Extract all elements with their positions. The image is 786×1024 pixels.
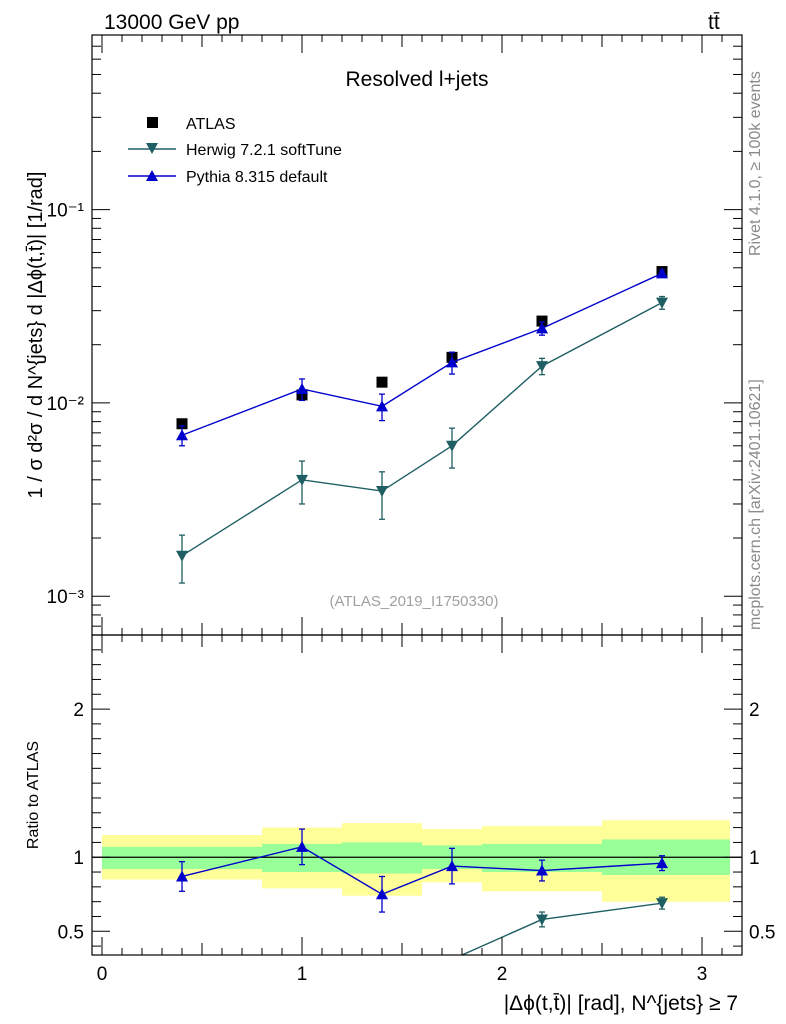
pythia-point <box>446 356 458 368</box>
ratio-inner-band <box>342 842 422 874</box>
herwig-point <box>376 486 388 498</box>
legend: ATLAS Herwig 7.2.1 softTune Pythia 8.315… <box>128 116 342 186</box>
ratio-ytick-label-right: 2 <box>749 700 760 721</box>
pythia-point <box>656 267 668 279</box>
herwig-point <box>656 297 668 309</box>
pythia-line <box>181 272 663 436</box>
legend-marker-herwig <box>146 143 158 154</box>
ratio-xtick-label: 0 <box>97 964 108 985</box>
ratio-pythia-point <box>656 857 668 869</box>
pythia-point <box>376 400 388 412</box>
ratio-inner-band <box>102 846 262 870</box>
ratio-ytick-label-right: 0.5 <box>749 922 775 943</box>
herwig-point <box>536 361 548 373</box>
herwig-point <box>176 550 188 562</box>
energy-label: 13000 GeV pp <box>104 11 239 34</box>
ratio-ylabel: Ratio to ATLAS <box>25 741 42 849</box>
pythia-point <box>176 429 188 441</box>
ratio-xtick-labels: 0 1 2 3 <box>97 964 708 985</box>
herwig-point <box>446 440 458 452</box>
watermark: (ATLAS_2019_I1750330) <box>329 593 498 610</box>
atlas-point <box>536 315 548 327</box>
pythia-point <box>296 382 308 394</box>
ratio-panel: 0.5 1 2 0.5 1 2 0 1 2 3 Ratio to ATLAS |… <box>25 634 776 1015</box>
ratio-pythia-point <box>446 860 458 872</box>
main-ytick-label: 10⁻² <box>47 394 85 415</box>
legend-label-herwig: Herwig 7.2.1 softTune <box>186 142 342 159</box>
ratio-ytick-label-right: 1 <box>749 848 760 869</box>
source-label: mcplots.cern.ch [arXiv:2401.10621] <box>747 379 764 630</box>
ratio-xtick-label: 3 <box>697 964 708 985</box>
ratio-frame <box>91 634 743 956</box>
main-data <box>176 266 668 584</box>
ratio-xlabel: |Δϕ(t,t̄)| [rad], N^{jets} ≥ 7 <box>504 992 738 1015</box>
ratio-ytick-label-left: 0.5 <box>58 922 84 943</box>
main-ytick-label: 10⁻¹ <box>47 201 85 222</box>
legend-label-pythia: Pythia 8.315 default <box>186 169 328 186</box>
ratio-pythia-line <box>181 846 663 896</box>
ratio-herwig-line <box>460 902 663 955</box>
rivet-label: Rivet 4.1.0, ≥ 100k events <box>747 71 764 256</box>
atlas-point <box>376 376 388 388</box>
ratio-xtick-label: 2 <box>497 964 508 985</box>
ratio-ytick-label-left: 1 <box>73 848 84 869</box>
main-title: Resolved l+jets <box>346 68 489 91</box>
ratio-ytick-label-left: 2 <box>73 700 84 721</box>
ratio-ticks <box>92 634 743 955</box>
ratio-pythia-point <box>376 888 388 900</box>
main-ytick-label: 10⁻³ <box>47 587 85 608</box>
ratio-herwig-point <box>656 898 668 910</box>
ratio-bands <box>92 820 742 902</box>
main-panel: 10⁻³ 10⁻² 10⁻¹ Resolved l+jets (ATLAS_20… <box>25 34 743 636</box>
herwig-line <box>181 302 663 557</box>
main-ylabel: 1 / σ d²σ / d N^{jets} d |Δϕ(t,t̄)| [1/r… <box>25 172 47 499</box>
main-ytick-labels: 10⁻³ 10⁻² 10⁻¹ <box>47 201 85 609</box>
ratio-pythia-point <box>176 870 188 882</box>
legend-label-atlas: ATLAS <box>186 116 236 133</box>
ratio-ytick-labels: 0.5 1 2 0.5 1 2 <box>58 700 776 943</box>
ratio-series-group <box>176 828 668 955</box>
main-ticks <box>92 34 743 635</box>
herwig-point <box>296 474 308 486</box>
ratio-data <box>176 828 668 955</box>
atlas-point <box>176 418 188 430</box>
pythia-point <box>536 322 548 334</box>
ratio-pythia-point <box>536 864 548 876</box>
ratio-xtick-label: 1 <box>297 964 308 985</box>
ratio-pythia-point <box>296 840 308 852</box>
process-label: tt̄ <box>708 11 720 34</box>
ratio-herwig-point <box>536 914 548 926</box>
legend-marker-atlas <box>147 117 158 128</box>
legend-marker-pythia <box>146 170 158 181</box>
